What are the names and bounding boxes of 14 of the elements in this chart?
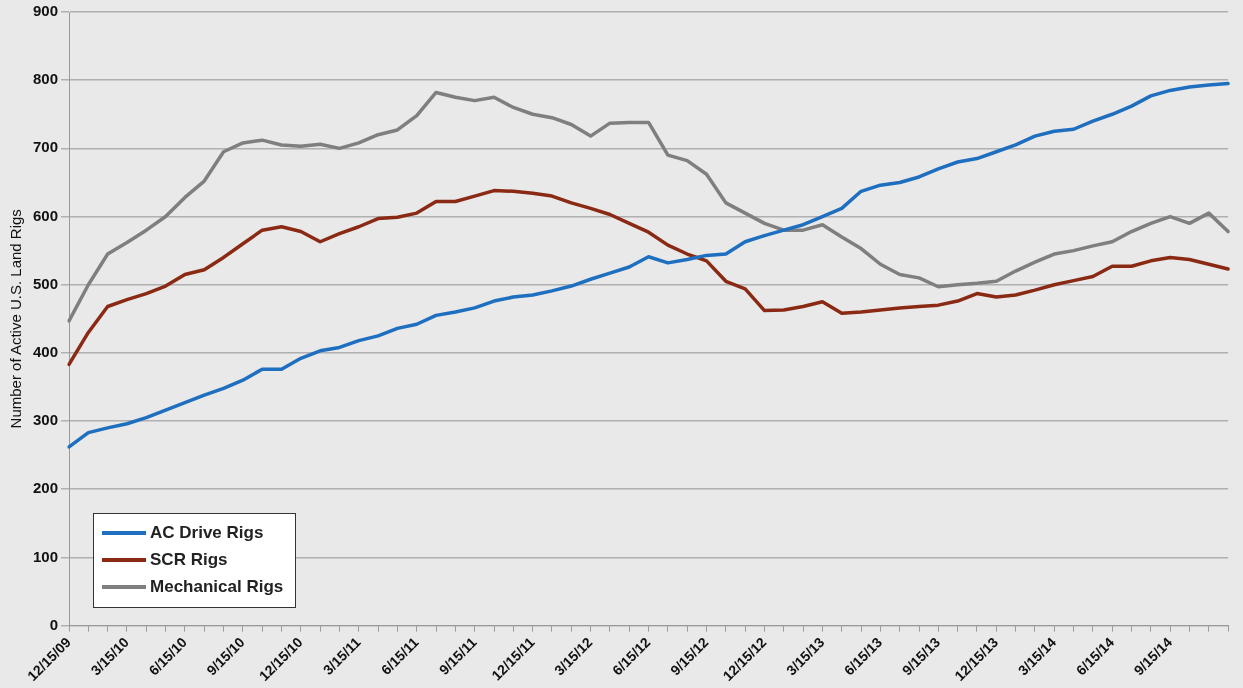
legend-label: Mechanical Rigs: [150, 577, 284, 598]
y-tick-label: 800: [33, 70, 59, 88]
y-tick-label: 400: [33, 343, 59, 361]
y-tick-label: 200: [33, 479, 59, 497]
y-tick-label: 300: [33, 411, 59, 429]
y-tick-label: 700: [33, 138, 59, 156]
y-axis-title: Number of Active U.S. Land Rigs: [7, 209, 25, 429]
y-tick-label: 500: [33, 274, 59, 292]
y-tick-label: 900: [33, 2, 59, 20]
y-tick-label: 100: [33, 547, 59, 565]
legend-label: AC Drive Rigs: [150, 523, 264, 544]
y-tick-label: 0: [49, 615, 59, 633]
legend-label: SCR Rigs: [150, 550, 228, 571]
y-tick-label: 600: [33, 206, 59, 224]
